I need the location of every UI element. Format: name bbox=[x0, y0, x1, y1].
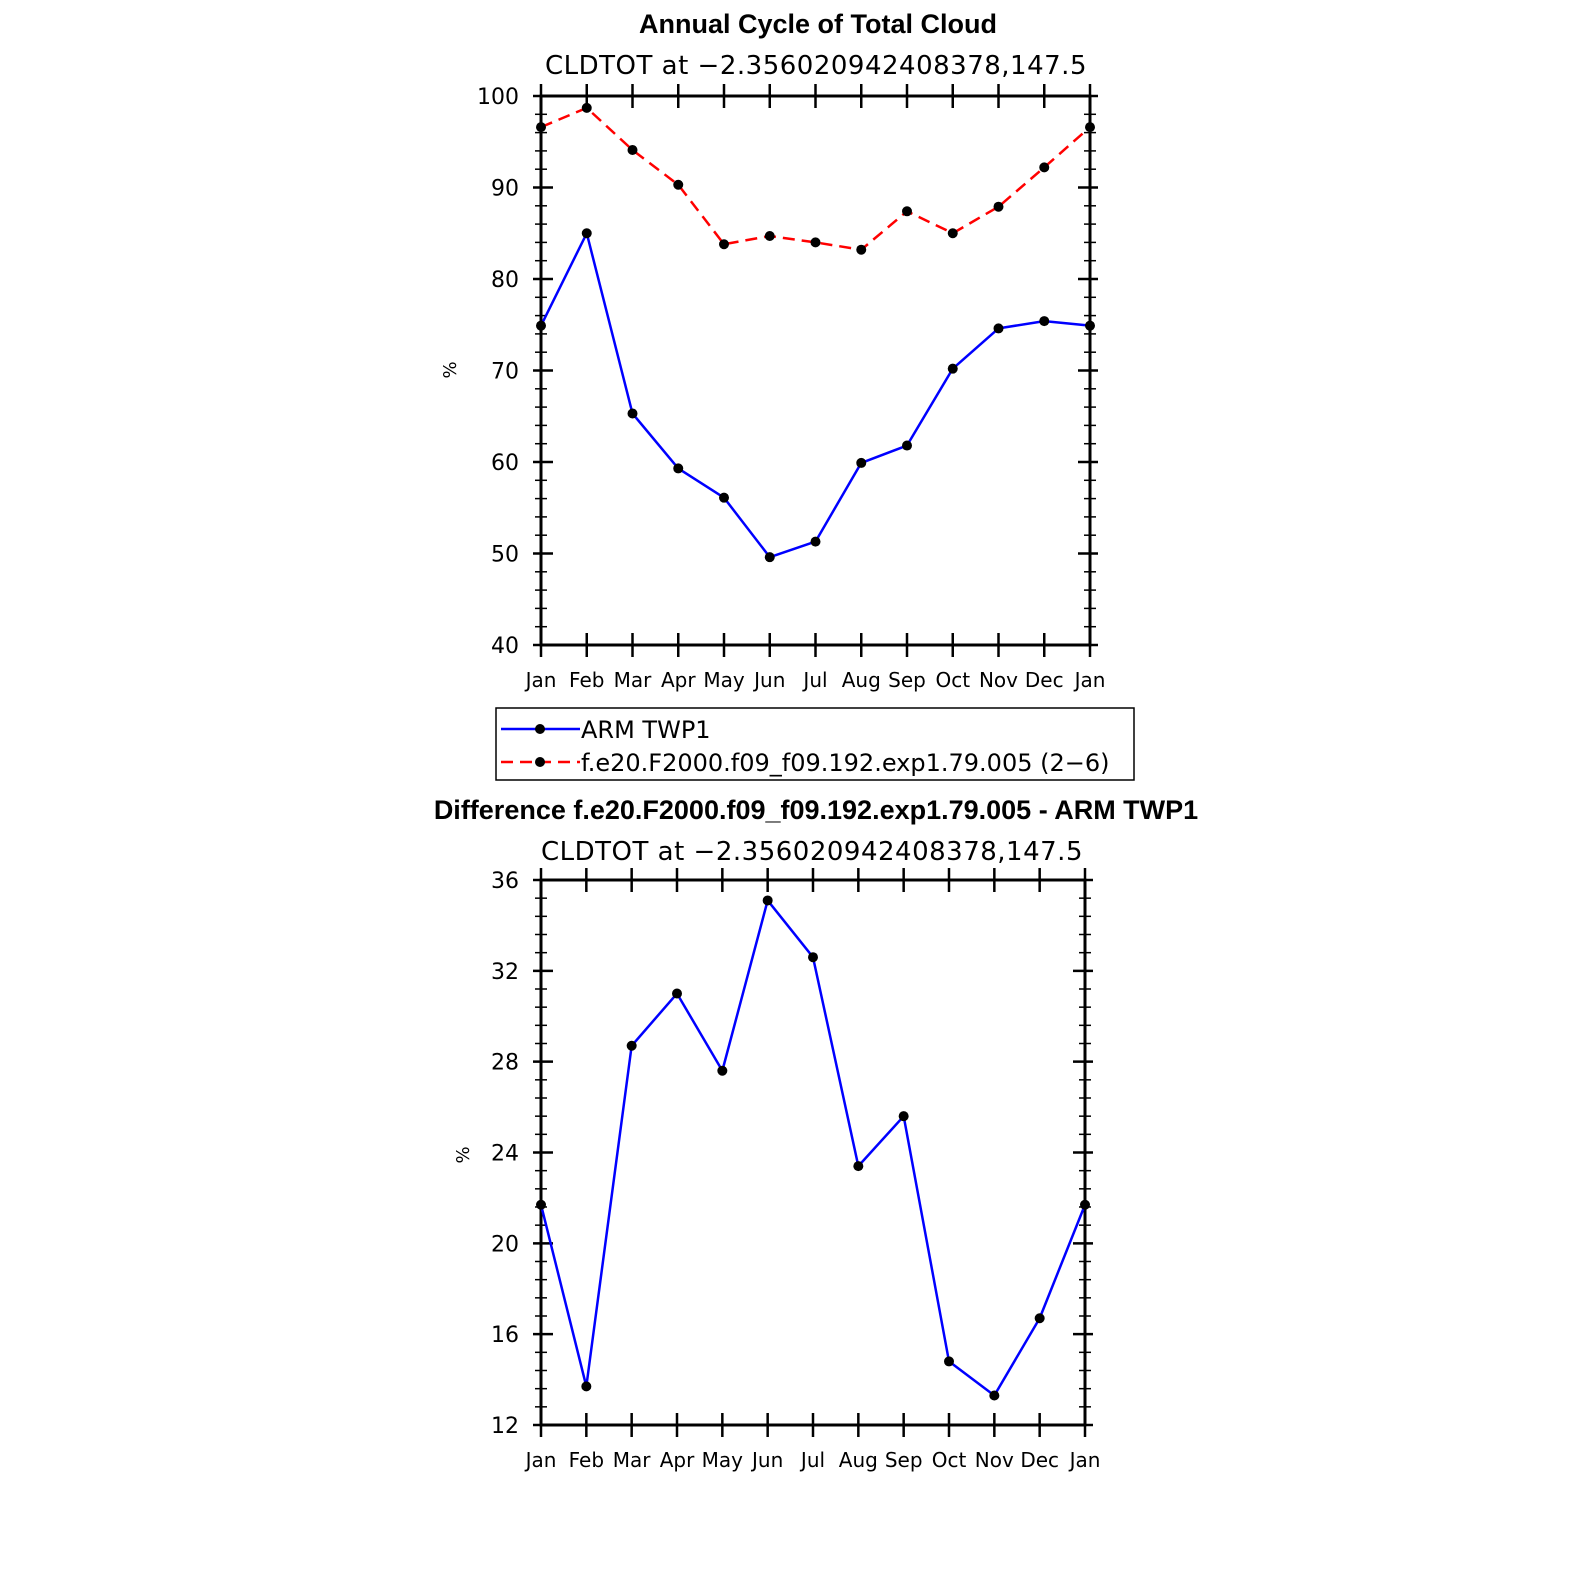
x-tick-label: Oct bbox=[935, 668, 970, 692]
data-point bbox=[764, 230, 775, 241]
y-tick-label: 32 bbox=[491, 960, 519, 985]
data-point bbox=[717, 1065, 728, 1076]
data-point bbox=[626, 1040, 637, 1051]
chart-1-ylabel: % bbox=[440, 361, 461, 378]
y-tick-label: 50 bbox=[491, 543, 519, 568]
y-tick-label: 16 bbox=[491, 1323, 519, 1348]
x-tick-label: May bbox=[703, 668, 745, 692]
data-point bbox=[902, 206, 912, 217]
y-tick-label: 24 bbox=[491, 1142, 519, 1167]
data-point bbox=[853, 1161, 864, 1172]
data-point bbox=[719, 239, 729, 250]
x-tick-label: Sep bbox=[885, 1448, 923, 1472]
x-tick-label: Dec bbox=[1020, 1448, 1059, 1472]
series-line-1 bbox=[539, 232, 1091, 559]
x-tick-label: Jul bbox=[799, 1448, 825, 1472]
data-point bbox=[856, 457, 867, 468]
x-tick-label: May bbox=[702, 1448, 744, 1472]
chart-2-ylabel: % bbox=[453, 1146, 474, 1163]
chart-1-title: Annual Cycle of Total Cloud bbox=[639, 9, 997, 39]
x-tick-label: Mar bbox=[614, 668, 653, 692]
y-tick-label: 60 bbox=[491, 451, 519, 476]
data-point bbox=[536, 1199, 546, 1210]
x-tick-label: Jul bbox=[801, 668, 827, 692]
data-point bbox=[581, 228, 592, 239]
x-tick-label: Feb bbox=[569, 1448, 604, 1472]
x-tick-label: Apr bbox=[661, 668, 696, 692]
x-tick-label: Oct bbox=[932, 1448, 967, 1472]
data-point bbox=[719, 492, 729, 503]
data-point bbox=[944, 1356, 954, 1367]
y-tick-label: 80 bbox=[491, 268, 519, 293]
x-tick-label: Aug bbox=[839, 1448, 878, 1472]
x-tick-label: Aug bbox=[842, 668, 881, 692]
data-point bbox=[1034, 1313, 1045, 1324]
data-point bbox=[810, 536, 821, 547]
data-point bbox=[1085, 320, 1095, 331]
chart-2-title: Difference f.e20.F2000.f09_f09.192.exp1.… bbox=[434, 795, 1198, 825]
x-tick-label: Jun bbox=[750, 1448, 783, 1472]
legend-label-series-1: ARM TWP1 bbox=[581, 716, 711, 744]
x-tick-label: Mar bbox=[613, 1448, 652, 1472]
data-point bbox=[1039, 162, 1050, 173]
x-tick-label: Nov bbox=[979, 668, 1018, 692]
data-point bbox=[947, 228, 958, 239]
y-tick-label: 12 bbox=[491, 1414, 519, 1439]
x-tick-label: Nov bbox=[975, 1448, 1014, 1472]
data-point bbox=[810, 237, 821, 248]
y-tick-label: 28 bbox=[491, 1051, 519, 1076]
x-tick-label: Feb bbox=[569, 668, 604, 692]
chart-1-subtitle: CLDTOT at −2.356020942408378,147.5 bbox=[545, 51, 1087, 81]
data-point bbox=[808, 952, 818, 963]
y-tick-label: 70 bbox=[491, 360, 519, 385]
data-point bbox=[902, 440, 912, 451]
data-point bbox=[536, 320, 546, 331]
data-point bbox=[627, 408, 638, 419]
data-point bbox=[536, 122, 546, 133]
data-point bbox=[947, 363, 958, 374]
data-point bbox=[581, 102, 592, 113]
x-tick-label: Dec bbox=[1025, 668, 1064, 692]
legend-marker-series-2 bbox=[535, 757, 545, 767]
data-point bbox=[1085, 122, 1095, 133]
y-tick-label: 36 bbox=[491, 869, 519, 894]
x-tick-label: Jan bbox=[1068, 1448, 1101, 1472]
data-point bbox=[627, 144, 638, 155]
series-line-2 bbox=[540, 106, 1091, 251]
data-point bbox=[581, 1381, 592, 1392]
y-tick-label: 90 bbox=[491, 177, 519, 202]
data-point bbox=[993, 323, 1004, 334]
chart-1-legend: ARM TWP1 f.e20.F2000.f09_f09.192.exp1.79… bbox=[495, 707, 1135, 781]
x-tick-label: Apr bbox=[660, 1448, 695, 1472]
chart-1-plot-area: 40 50 60 70 80 90 100 Jan Feb Mar Apr May Jun Jul Aug S… bbox=[477, 84, 1105, 692]
data-point bbox=[673, 463, 684, 474]
data-point bbox=[898, 1111, 909, 1122]
x-tick-label: Jan bbox=[1073, 668, 1106, 692]
x-tick-label: Sep bbox=[888, 668, 926, 692]
data-point bbox=[764, 552, 775, 563]
x-tick-label: Jun bbox=[752, 668, 785, 692]
plot-frame bbox=[539, 94, 1092, 647]
y-tick-label: 100 bbox=[477, 85, 519, 110]
series-line-1 bbox=[539, 899, 1087, 1397]
x-tick-label: Jan bbox=[524, 1448, 557, 1472]
data-point bbox=[1080, 1199, 1090, 1210]
data-point bbox=[989, 1390, 1000, 1401]
legend-box bbox=[495, 707, 1135, 781]
data-point bbox=[993, 201, 1004, 212]
data-point bbox=[1039, 316, 1050, 327]
data-point bbox=[673, 179, 684, 190]
data-point bbox=[672, 988, 682, 999]
y-tick-label: 40 bbox=[491, 634, 519, 659]
chart-2-subtitle: CLDTOT at −2.356020942408378,147.5 bbox=[541, 837, 1083, 867]
data-point bbox=[856, 244, 867, 255]
data-point bbox=[762, 895, 773, 906]
y-tick-label: 20 bbox=[491, 1232, 519, 1257]
chart-2-plot-area: 12 16 20 24 28 32 36 Jan Feb Mar Apr May Jun Jul Aug Se… bbox=[491, 868, 1100, 1472]
legend-marker-series-1 bbox=[535, 724, 545, 734]
x-tick-label: Jan bbox=[524, 668, 557, 692]
legend-label-series-2: f.e20.F2000.f09_f09.192.exp1.79.005 (2−6… bbox=[581, 749, 1109, 777]
